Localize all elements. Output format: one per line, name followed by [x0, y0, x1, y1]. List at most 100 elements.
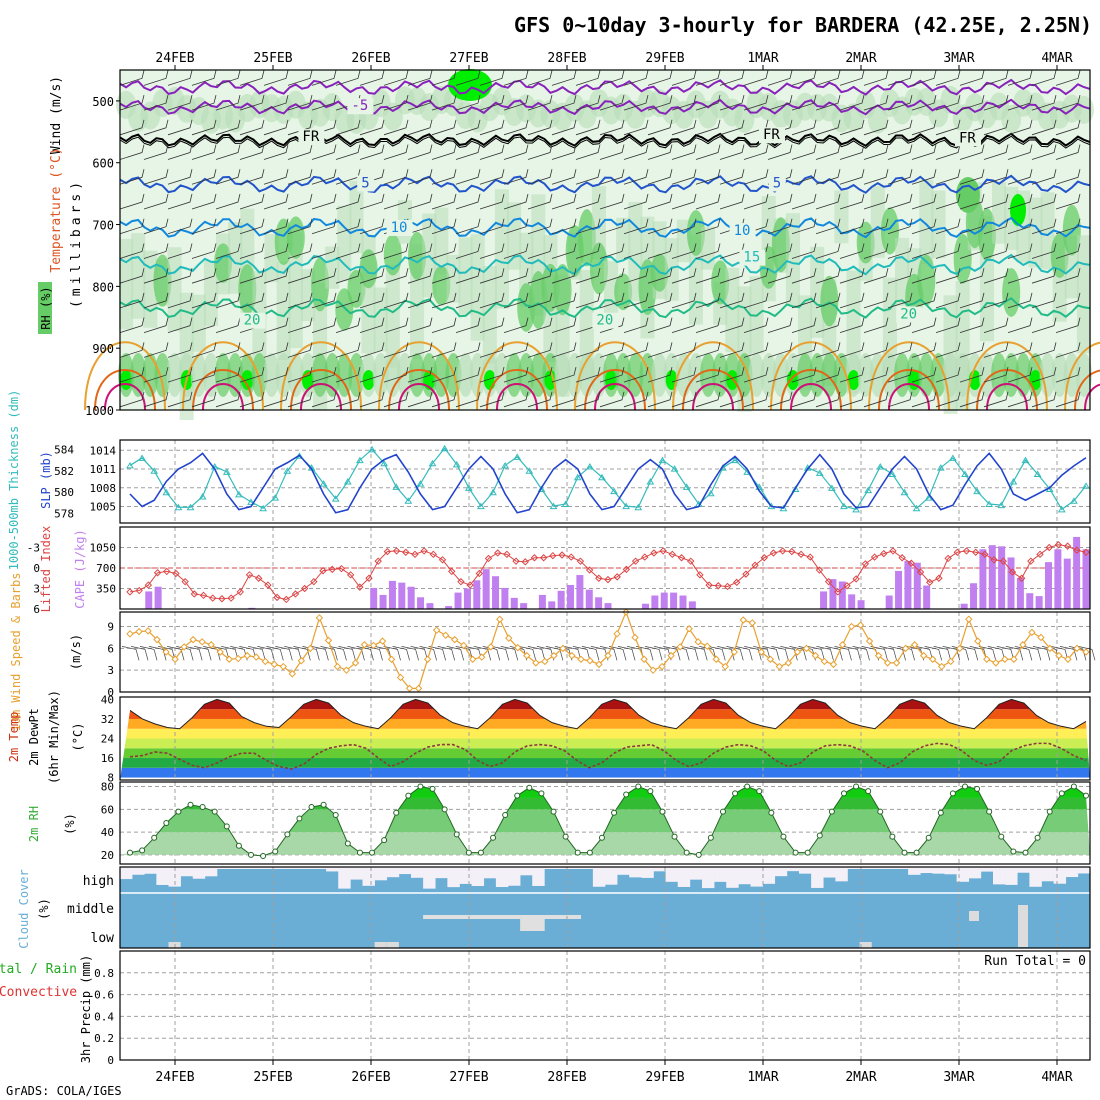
- cape-bar: [463, 588, 471, 609]
- lifted-index-point: [190, 590, 199, 598]
- wind-barb: [887, 391, 913, 408]
- lifted-tick-label: 0: [33, 562, 40, 575]
- thickness-point: [283, 467, 292, 474]
- thickness-point: [138, 454, 146, 461]
- wind-barb: [767, 391, 793, 408]
- slp-line: [129, 452, 1087, 514]
- thickness-point: [973, 487, 981, 495]
- panel-frame: [119, 781, 1091, 865]
- wind-barb: [743, 317, 769, 334]
- thickness-point: [174, 503, 183, 511]
- rh-band: [120, 832, 1090, 855]
- wind-barb: [143, 243, 169, 259]
- wind-barb: [167, 218, 193, 235]
- cape-bar: [1063, 558, 1071, 609]
- cloud-clear-high: [786, 867, 800, 872]
- wind-barb: [383, 317, 409, 334]
- x-tick-label-top: 28FEB: [547, 51, 586, 66]
- cloud-clear-high: [641, 867, 654, 878]
- wind-barb: [335, 119, 361, 136]
- wind-barb: [863, 268, 889, 284]
- wind-barb: [599, 70, 625, 86]
- panel-frame: [119, 696, 1091, 781]
- wind-barb: [191, 268, 217, 284]
- wind-speed-point: [775, 662, 784, 671]
- isotherm-dome-line: [790, 383, 832, 411]
- cape-bar: [417, 597, 425, 609]
- contour-label: 15: [743, 250, 760, 266]
- wind-barb: [119, 317, 145, 334]
- thickness-point: [888, 470, 897, 477]
- wind-speed-point: [1082, 648, 1090, 656]
- wind-barb: [311, 94, 337, 111]
- wind-barb: [215, 243, 241, 259]
- wind-barb: [1055, 342, 1081, 358]
- wind-barb: [431, 391, 457, 408]
- wind-barb: [311, 646, 329, 661]
- y-axis-label-temp: (°C): [71, 723, 85, 752]
- wind-barb: [911, 144, 937, 160]
- wind-speed-point: [261, 657, 269, 666]
- rh2m-point: [393, 809, 400, 816]
- y-axis-label-wind: Wind (m/s): [49, 76, 64, 154]
- wind-barb: [887, 243, 913, 259]
- lifted-index-point: [916, 568, 925, 576]
- wind-barb: [575, 366, 601, 383]
- wind-barb: [263, 366, 289, 383]
- wind-barb: [503, 119, 529, 136]
- cape-bar: [1035, 596, 1043, 609]
- wind-barb: [383, 70, 409, 86]
- lifted-index-point: [769, 549, 778, 557]
- wind-barb: [815, 243, 841, 259]
- lifted-index-point: [521, 558, 529, 566]
- cloud-clear-high: [338, 867, 351, 889]
- wind-speed-point: [811, 651, 820, 660]
- wind-barb: [359, 391, 385, 408]
- wind-speed-point: [577, 655, 585, 663]
- wind-barb: [647, 292, 673, 309]
- rh2m-point: [925, 834, 932, 841]
- wind-speed-point: [387, 655, 396, 663]
- wind-barb: [263, 193, 289, 210]
- wind-barb: [431, 243, 457, 259]
- wind-barb: [359, 268, 385, 284]
- wind-barb: [815, 169, 841, 185]
- wind-barb: [672, 646, 690, 661]
- isotherm-dome-line: [986, 383, 1028, 411]
- wind-barb: [431, 119, 457, 136]
- contour-label-bg: [955, 130, 981, 147]
- cloud-clear-high: [435, 867, 448, 879]
- wind-barb: [879, 646, 897, 661]
- wind-speed-point: [225, 655, 233, 663]
- y-axis-label-temp: (6hr Min/Max): [47, 690, 61, 784]
- rh-lowlevel-shade: [190, 353, 207, 397]
- wind-barb: [863, 391, 889, 408]
- rh-shade-green: [359, 249, 378, 289]
- cloud-clear-high: [677, 867, 691, 887]
- rh-shade-block: [167, 247, 182, 332]
- wind-speed-point: [478, 653, 486, 661]
- wind-barb: [791, 366, 817, 383]
- wind-speed-point: [1010, 655, 1018, 663]
- rh2m-point: [211, 808, 218, 815]
- wind-speed-point: [469, 655, 477, 663]
- lifted-index-point: [310, 577, 318, 586]
- cape-bar: [379, 594, 387, 609]
- wind-barb: [887, 292, 913, 309]
- lifted-index-point: [254, 574, 263, 582]
- wind-speed-point: [351, 659, 360, 667]
- lifted-index-point: [438, 556, 447, 564]
- wind-barb: [767, 70, 793, 86]
- wind-barb: [951, 646, 970, 661]
- rh2m-point: [526, 784, 533, 791]
- precip-tick-label: 0: [107, 1054, 114, 1067]
- lifted-index-point: [935, 574, 943, 582]
- wind-speed-point: [874, 651, 883, 660]
- rh-shade-green: [432, 265, 451, 306]
- wind-barb: [887, 268, 913, 284]
- lifted-index-point: [834, 588, 842, 596]
- wind-barb: [1031, 94, 1057, 111]
- rh-shade-block: [131, 233, 146, 319]
- y-axis-label-wind-units: (m/s): [69, 634, 83, 670]
- wind-barb: [479, 391, 505, 408]
